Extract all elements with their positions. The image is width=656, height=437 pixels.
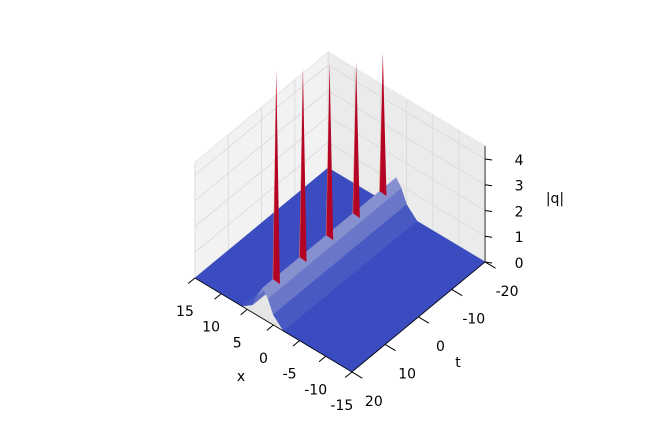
x-tick <box>214 293 222 300</box>
z-tick <box>484 184 493 187</box>
z-tick-label: 1 <box>515 230 524 246</box>
t-tick <box>384 344 396 352</box>
t-tick <box>351 371 363 379</box>
t-tick-label: 0 <box>436 339 445 355</box>
z-tick <box>484 261 493 264</box>
z-tick-label: 4 <box>515 153 524 169</box>
t-tick-label: 10 <box>398 366 416 382</box>
peak <box>299 66 303 258</box>
x-tick-label: 5 <box>233 335 242 351</box>
x-tick-label: 15 <box>176 304 194 320</box>
t-tick <box>484 261 496 269</box>
peak <box>273 70 280 285</box>
x-tick-label: -5 <box>283 367 297 383</box>
peak <box>326 62 334 241</box>
peak <box>379 52 387 197</box>
t-tick-label: 20 <box>365 394 383 410</box>
peak <box>353 61 360 219</box>
peak <box>299 66 307 263</box>
x-tick-label: 0 <box>259 351 268 367</box>
z-axis-label: |q| <box>546 191 564 207</box>
z-tick <box>484 158 493 161</box>
x-tick-label: -15 <box>330 398 353 414</box>
peak <box>379 52 383 192</box>
x-tick <box>344 371 353 378</box>
x-tick <box>292 340 300 347</box>
t-tick-label: -10 <box>462 311 485 327</box>
peak <box>325 62 330 236</box>
peak <box>352 61 357 214</box>
x-tick-label: -10 <box>304 382 327 398</box>
t-tick <box>451 289 463 297</box>
x-axis-label: x <box>237 369 245 385</box>
z-tick-label: 0 <box>515 256 524 272</box>
t-axis-label: t <box>455 355 461 371</box>
x-tick <box>318 355 327 363</box>
z-tick <box>484 235 493 238</box>
t-tick <box>418 316 430 324</box>
peak <box>272 70 277 280</box>
x-tick <box>240 308 248 316</box>
x-tick-label: 10 <box>202 320 220 336</box>
z-tick <box>484 209 493 212</box>
z-tick-label: 3 <box>515 179 524 195</box>
z-tick-label: 2 <box>515 204 524 220</box>
x-tick <box>266 324 274 331</box>
x-tick <box>187 277 196 284</box>
t-tick-label: -20 <box>496 284 519 300</box>
